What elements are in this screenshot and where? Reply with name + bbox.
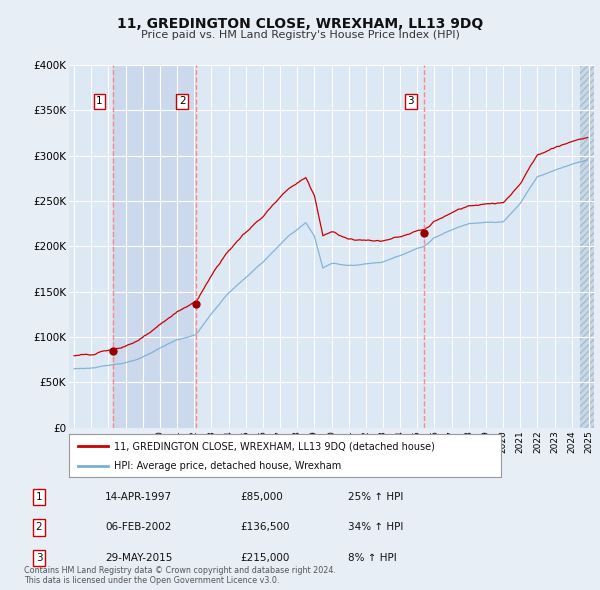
Text: Contains HM Land Registry data © Crown copyright and database right 2024.
This d: Contains HM Land Registry data © Crown c…: [24, 566, 336, 585]
Text: 11, GREDINGTON CLOSE, WREXHAM, LL13 9DQ: 11, GREDINGTON CLOSE, WREXHAM, LL13 9DQ: [117, 17, 483, 31]
Text: HPI: Average price, detached house, Wrexham: HPI: Average price, detached house, Wrex…: [115, 461, 341, 471]
Text: 34% ↑ HPI: 34% ↑ HPI: [348, 523, 403, 532]
Text: 29-MAY-2015: 29-MAY-2015: [105, 553, 172, 563]
Text: 3: 3: [35, 553, 43, 563]
Text: 2: 2: [179, 96, 185, 106]
Bar: [113, 65, 196, 428]
Text: 1: 1: [96, 96, 103, 106]
Text: £136,500: £136,500: [240, 523, 290, 532]
Bar: [580, 65, 598, 428]
Text: 2: 2: [35, 523, 43, 532]
Text: 1: 1: [35, 492, 43, 502]
Text: 8% ↑ HPI: 8% ↑ HPI: [348, 553, 397, 563]
Text: 25% ↑ HPI: 25% ↑ HPI: [348, 492, 403, 502]
Text: 14-APR-1997: 14-APR-1997: [105, 492, 172, 502]
Text: 06-FEB-2002: 06-FEB-2002: [105, 523, 172, 532]
Text: 3: 3: [407, 96, 414, 106]
Text: 11, GREDINGTON CLOSE, WREXHAM, LL13 9DQ (detached house): 11, GREDINGTON CLOSE, WREXHAM, LL13 9DQ …: [115, 441, 435, 451]
Bar: [424, 65, 594, 428]
Text: £85,000: £85,000: [240, 492, 283, 502]
Bar: [196, 65, 424, 428]
Text: Price paid vs. HM Land Registry's House Price Index (HPI): Price paid vs. HM Land Registry's House …: [140, 31, 460, 40]
Text: £215,000: £215,000: [240, 553, 289, 563]
